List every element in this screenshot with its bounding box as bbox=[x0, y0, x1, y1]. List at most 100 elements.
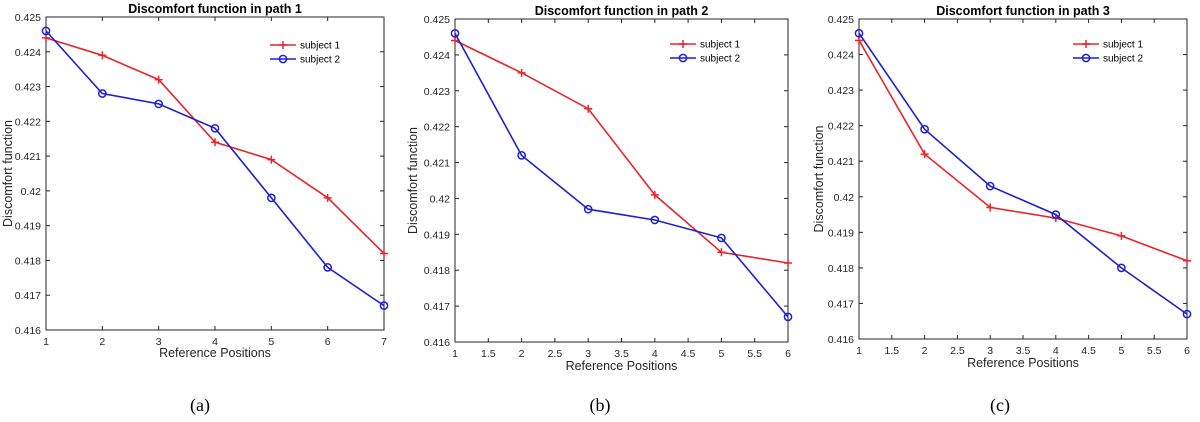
y-tick-label: 0.424 bbox=[15, 47, 41, 59]
y-tick-label: 0.425 bbox=[828, 14, 854, 26]
data-point-subject-1 bbox=[650, 190, 659, 199]
y-axis-label: Discomfort function bbox=[1, 120, 15, 227]
y-tick-label: 0.421 bbox=[15, 151, 41, 163]
y-tick-label: 0.422 bbox=[828, 121, 854, 133]
x-tick-label: 5 bbox=[718, 348, 724, 360]
x-tick-label: 5.5 bbox=[1147, 345, 1162, 357]
y-tick-label: 0.422 bbox=[424, 122, 450, 134]
chart-svg-path-1: 1 2 3 4 5 6 7 0.416 0.417 0.418 0.419 0.42 0.421 0.42… bbox=[1, 2, 389, 416]
legend-label-2: subject 2 bbox=[700, 54, 740, 65]
y-tick-label: 0.423 bbox=[828, 85, 854, 97]
chart-panel-path-3: 1 1.5 2 2.5 3 3.5 4 4.5 5 5.5 6 0.416 0.417 0.418 0.41… bbox=[800, 0, 1200, 422]
y-tick-label: 0.424 bbox=[424, 50, 450, 62]
data-point-subject-1 bbox=[267, 155, 276, 164]
figure-caption: (c) bbox=[990, 395, 1010, 416]
data-point-subject-1 bbox=[1183, 256, 1191, 265]
x-tick-label: 3.5 bbox=[614, 348, 629, 360]
x-tick-label: 5 bbox=[268, 336, 274, 348]
y-tick-label: 0.416 bbox=[424, 337, 450, 349]
legend-label-2: subject 2 bbox=[1103, 54, 1143, 65]
legend-marker-1 bbox=[1082, 40, 1090, 48]
x-tick-label: 1 bbox=[856, 345, 862, 357]
legend-label-1: subject 1 bbox=[700, 40, 740, 51]
data-point-subject-1 bbox=[920, 150, 929, 159]
figure-caption: (b) bbox=[590, 395, 611, 416]
x-tick-label: 6 bbox=[1184, 345, 1190, 357]
data-point-subject-2 bbox=[985, 181, 995, 191]
plot-frame bbox=[454, 18, 789, 343]
x-axis-label: Reference Positions bbox=[967, 356, 1079, 370]
y-tick-label: 0.419 bbox=[15, 221, 41, 233]
data-point-subject-2 bbox=[379, 301, 389, 311]
x-tick-label: 2.5 bbox=[548, 348, 563, 360]
data-point-subject-1 bbox=[986, 203, 995, 212]
x-tick-label: 6 bbox=[325, 336, 331, 348]
data-point-subject-2 bbox=[97, 89, 107, 98]
x-tick-label: 3.5 bbox=[1016, 345, 1031, 357]
chart-title: Discomfort function in path 3 bbox=[936, 4, 1110, 18]
y-tick-label: 0.425 bbox=[15, 12, 41, 24]
data-point-subject-2 bbox=[583, 204, 593, 214]
x-tick-label: 4 bbox=[1053, 345, 1059, 357]
data-point-subject-2 bbox=[41, 26, 51, 36]
data-point-subject-2 bbox=[266, 193, 276, 203]
series-line-2 bbox=[45, 30, 385, 307]
x-tick-label: 2 bbox=[99, 336, 105, 348]
y-tick-label: 0.418 bbox=[828, 263, 854, 275]
y-tick-label: 0.423 bbox=[15, 82, 41, 94]
x-tick-label: 2 bbox=[519, 348, 525, 360]
x-tick-label: 3 bbox=[585, 348, 591, 360]
series-line-2 bbox=[858, 32, 1188, 315]
y-tick-label: 0.419 bbox=[424, 229, 450, 241]
y-tick-label: 0.425 bbox=[424, 14, 450, 26]
y-tick-label: 0.422 bbox=[15, 116, 41, 128]
chart-svg-path-3: 1 1.5 2 2.5 3 3.5 4 4.5 5 5.5 6 0.416 0.417 0.418 0.41… bbox=[812, 4, 1192, 416]
x-tick-label: 5 bbox=[1118, 345, 1124, 357]
data-point-subject-2 bbox=[854, 28, 864, 38]
y-tick-label: 0.417 bbox=[15, 290, 41, 302]
chart-title: Discomfort function in path 1 bbox=[128, 2, 302, 16]
data-point-subject-1 bbox=[154, 75, 163, 84]
x-tick-label: 3 bbox=[987, 345, 993, 357]
legend-label-1: subject 1 bbox=[300, 41, 340, 52]
x-tick-label: 1.5 bbox=[481, 348, 496, 360]
legend-marker-1 bbox=[279, 41, 287, 49]
y-tick-label: 0.416 bbox=[828, 334, 854, 346]
y-tick-label: 0.416 bbox=[15, 325, 41, 337]
x-tick-label: 4.5 bbox=[681, 348, 696, 360]
y-tick-label: 0.42 bbox=[21, 186, 42, 198]
chart-panel-path-1: 1 2 3 4 5 6 7 0.416 0.417 0.418 0.419 0.42 0.421 0.42… bbox=[0, 0, 400, 422]
figure-caption: (a) bbox=[190, 395, 210, 416]
legend-label-2: subject 2 bbox=[300, 55, 340, 66]
y-axis-label: Discomfort function bbox=[406, 127, 420, 234]
data-point-subject-1 bbox=[784, 259, 792, 268]
series-line-2 bbox=[454, 33, 789, 318]
series-line-1 bbox=[454, 39, 789, 264]
y-axis-label: Discomfort function bbox=[812, 125, 826, 232]
x-tick-label: 1.5 bbox=[884, 345, 899, 357]
x-tick-label: 5.5 bbox=[747, 348, 762, 360]
x-tick-label: 1 bbox=[452, 348, 458, 360]
data-point-subject-2 bbox=[450, 29, 460, 38]
series-line-1 bbox=[858, 39, 1188, 262]
plot-frame bbox=[45, 16, 385, 331]
data-point-subject-1 bbox=[380, 249, 388, 258]
y-tick-label: 0.42 bbox=[834, 192, 855, 204]
y-tick-label: 0.418 bbox=[424, 265, 450, 277]
data-point-subject-2 bbox=[1117, 263, 1126, 273]
data-point-subject-1 bbox=[584, 104, 593, 113]
data-point-subject-1 bbox=[323, 193, 332, 202]
x-tick-label: 6 bbox=[785, 348, 791, 360]
data-point-subject-2 bbox=[1051, 210, 1061, 219]
data-point-subject-2 bbox=[210, 123, 220, 133]
x-tick-label: 1 bbox=[43, 336, 49, 348]
y-tick-label: 0.424 bbox=[828, 50, 854, 62]
chart-title: Discomfort function in path 2 bbox=[535, 4, 709, 18]
y-tick-label: 0.418 bbox=[15, 255, 41, 267]
data-point-subject-1 bbox=[717, 248, 726, 257]
x-tick-label: 4.5 bbox=[1081, 345, 1096, 357]
y-tick-label: 0.421 bbox=[424, 158, 450, 170]
x-axis-label: Reference Positions bbox=[159, 346, 271, 360]
data-point-subject-1 bbox=[1117, 231, 1126, 240]
y-tick-label: 0.417 bbox=[828, 298, 854, 310]
